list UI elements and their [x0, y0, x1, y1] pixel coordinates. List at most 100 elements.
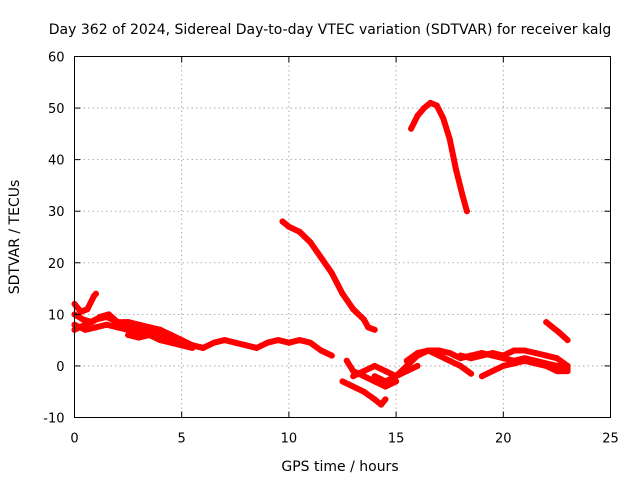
y-tick-label: 40: [48, 154, 65, 169]
data-point: [80, 316, 87, 323]
data-point: [382, 368, 389, 375]
data-point: [103, 321, 110, 328]
data-point: [135, 329, 142, 336]
data-point: [296, 228, 303, 235]
data-point: [382, 383, 389, 390]
data-point: [135, 321, 142, 328]
y-tick-label: 10: [48, 308, 65, 323]
data-point: [521, 357, 528, 364]
data-point: [103, 313, 110, 320]
data-point: [350, 306, 357, 313]
data-point: [275, 337, 282, 344]
data-point: [243, 342, 249, 349]
data-point: [468, 370, 475, 377]
data-point: [378, 401, 385, 408]
data-point: [92, 290, 99, 297]
data-point: [553, 368, 560, 375]
data-point: [543, 352, 550, 359]
data-point: [328, 352, 335, 359]
y-tick-label: 60: [48, 51, 65, 66]
data-point: [232, 339, 239, 346]
data-point: [318, 254, 325, 261]
data-point: [114, 324, 121, 331]
y-axis-label: SDTVAR / TECUs: [7, 180, 23, 295]
data-point: [564, 337, 571, 344]
data-point: [168, 339, 174, 346]
data-point: [532, 360, 539, 367]
data-point: [82, 326, 89, 333]
data-point: [125, 319, 132, 326]
data-point: [253, 344, 260, 351]
data-point: [453, 167, 460, 173]
data-point: [436, 352, 442, 359]
data-point: [135, 334, 142, 341]
data-point: [403, 362, 410, 369]
data-point: [92, 316, 99, 323]
y-tick-label: -10: [43, 412, 64, 427]
data-point: [382, 378, 389, 385]
data-point: [414, 112, 421, 119]
y-tick-label: 0: [56, 360, 64, 375]
data-point: [414, 362, 421, 369]
data-point: [371, 326, 378, 333]
data-point: [427, 99, 434, 106]
data-point: [549, 324, 556, 331]
series-line-arc-15: [543, 319, 571, 344]
data-point: [279, 218, 286, 225]
data-point: [318, 347, 325, 354]
x-axis-label: GPS time / hours: [281, 459, 398, 475]
data-point: [489, 350, 496, 356]
data-point: [532, 350, 539, 356]
plot-area: [71, 99, 571, 408]
data-point: [543, 362, 550, 369]
data-point: [489, 368, 496, 375]
data-point: [360, 368, 367, 375]
plot-frame: [74, 56, 611, 418]
data-point: [168, 334, 174, 341]
data-point: [564, 362, 571, 369]
series-line-arc-6: [279, 218, 378, 333]
data-point: [114, 319, 121, 326]
data-point: [425, 347, 432, 354]
data-point: [200, 344, 207, 351]
data-point: [382, 396, 389, 403]
data-point: [463, 208, 470, 215]
data-point: [350, 373, 357, 380]
data-point: [468, 355, 475, 362]
data-point: [307, 339, 314, 346]
data-point: [478, 352, 485, 359]
data-point: [543, 319, 550, 326]
data-point: [189, 344, 196, 351]
data-point: [440, 115, 447, 122]
data-point: [446, 357, 453, 364]
data-point: [365, 324, 372, 331]
x-tick-label: 25: [602, 432, 619, 447]
axis-ticks: 0 5 10 15 20 25 -10 0 10 20 30 40 50 60: [43, 51, 619, 447]
x-tick-label: 15: [388, 432, 405, 447]
data-point: [408, 125, 415, 132]
data-point: [328, 270, 335, 277]
series-line-arc-14: [408, 99, 470, 215]
data-point: [307, 239, 314, 246]
data-point: [371, 373, 378, 380]
data-point: [339, 290, 346, 297]
data-point: [146, 332, 153, 338]
x-tick-label: 0: [70, 432, 78, 447]
grid: [74, 56, 611, 418]
data-point: [125, 326, 132, 333]
data-point: [393, 373, 400, 380]
data-point: [500, 362, 507, 369]
y-tick-label: 30: [48, 205, 65, 220]
y-tick-label: 50: [48, 102, 65, 117]
data-point: [125, 332, 132, 338]
data-point: [446, 136, 453, 142]
data-point: [350, 383, 357, 390]
data-point: [414, 350, 421, 356]
data-point: [157, 337, 164, 344]
x-tick-label: 10: [281, 432, 298, 447]
data-point: [553, 355, 560, 362]
chart-title: Day 362 of 2024, Sidereal Day-to-day VTE…: [49, 22, 611, 38]
data-point: [457, 362, 464, 369]
data-point: [210, 339, 217, 346]
